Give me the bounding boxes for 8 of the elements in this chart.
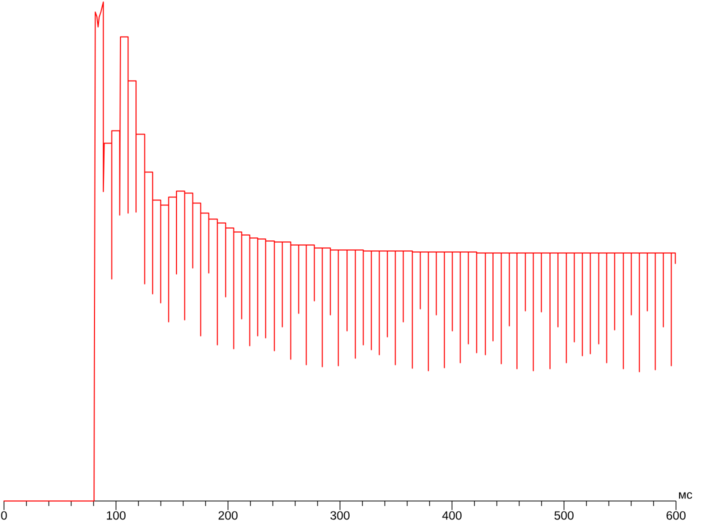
x-tick-label: 300 [330,511,350,520]
x-tick-label: 400 [442,511,462,520]
x-tick-label: 0 [1,511,7,520]
x-axis-title: мс [679,492,692,499]
x-tick-label: 100 [106,511,126,520]
x-tick-label: 500 [554,511,574,520]
x-tick-label: 600 [666,511,686,520]
x-tick-label: 200 [218,511,238,520]
